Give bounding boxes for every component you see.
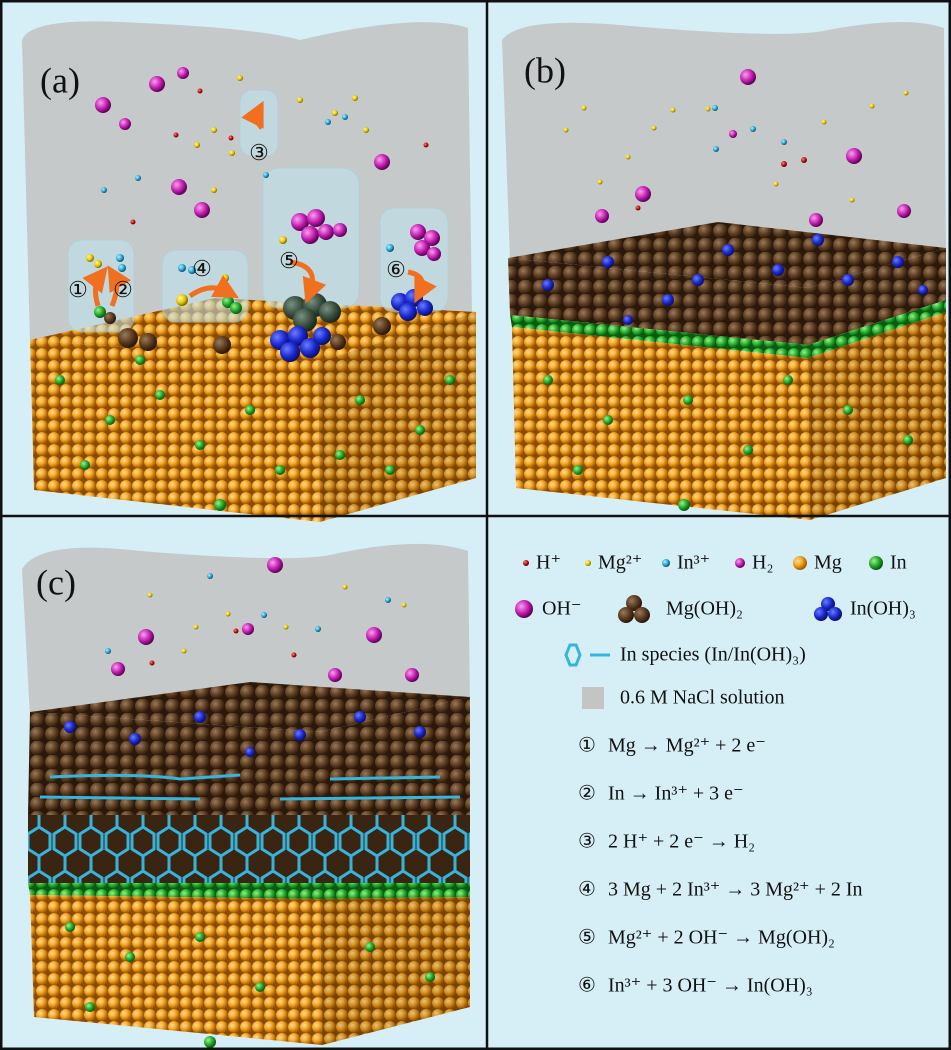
legend-label: H₂: [752, 552, 773, 574]
reaction-marker: ②: [113, 277, 133, 302]
reaction-number: ②: [578, 783, 596, 805]
legend-label: OH⁻: [542, 598, 581, 620]
block-front: [512, 327, 810, 520]
legend-swatch: [735, 558, 745, 568]
panel-c: (c): [22, 544, 470, 1048]
legend-swatch: [662, 559, 670, 567]
legend-swatch: [793, 556, 807, 570]
legend-swatch: [515, 600, 533, 618]
legend-label: H⁺: [536, 552, 561, 574]
reaction-marker: ①: [68, 277, 88, 302]
legend-swatch: [582, 687, 604, 709]
reaction-marker: ④: [192, 256, 212, 281]
panel-a: (a) ① ② ③ ④ ⑤ ⑥: [22, 21, 476, 522]
legend-swatch: [869, 556, 883, 570]
legend-label: 0.6 M NaCl solution: [620, 687, 784, 709]
reaction-number: ⑥: [578, 975, 596, 997]
reaction-equation: In³⁺ + 3 OH⁻ → In(OH)₃: [608, 975, 813, 997]
legend-label: In: [890, 552, 907, 574]
reaction-marker: ③: [249, 140, 269, 165]
reaction-number: ④: [578, 879, 596, 901]
reaction-equation: Mg → Mg²⁺ + 2 e⁻: [608, 735, 766, 757]
reaction-equation: 3 Mg + 2 In³⁺ → 3 Mg²⁺ + 2 In: [608, 879, 863, 901]
legend-label: In³⁺: [677, 552, 710, 574]
legend-swatch: [523, 560, 529, 566]
legend-label: Mg²⁺: [598, 552, 642, 574]
figure: (a) ① ② ③ ④ ⑤ ⑥ (b): [0, 0, 951, 1050]
legend-label: Mg: [814, 552, 842, 574]
reaction-marker: ⑤: [279, 248, 299, 273]
reaction-number: ⑤: [578, 927, 596, 949]
legend-label: In species (In/In(OH)₃): [620, 644, 806, 666]
reaction-number: ③: [578, 831, 596, 853]
in-species-layer: [28, 815, 470, 883]
reaction-equation: Mg²⁺ + 2 OH⁻ → Mg(OH)₂: [608, 927, 835, 949]
panel-label: (c): [36, 562, 76, 602]
panel-label: (a): [40, 60, 80, 100]
reaction-number: ①: [578, 735, 596, 757]
reaction-equation: 2 H⁺ + 2 e⁻ → H₂: [608, 831, 755, 853]
panel-label: (b): [524, 50, 566, 90]
legend-label: In(OH)₃: [850, 598, 916, 620]
page: { "panels": [ {"label": "(a)", "markers"…: [0, 0, 951, 1050]
reaction-marker: ⑥: [386, 257, 406, 282]
panel-b: (b): [502, 22, 946, 520]
legend-label: Mg(OH)₂: [666, 598, 743, 620]
legend-swatch: [585, 560, 591, 566]
reaction-equation: In → In³⁺ + 3 e⁻: [608, 783, 744, 805]
